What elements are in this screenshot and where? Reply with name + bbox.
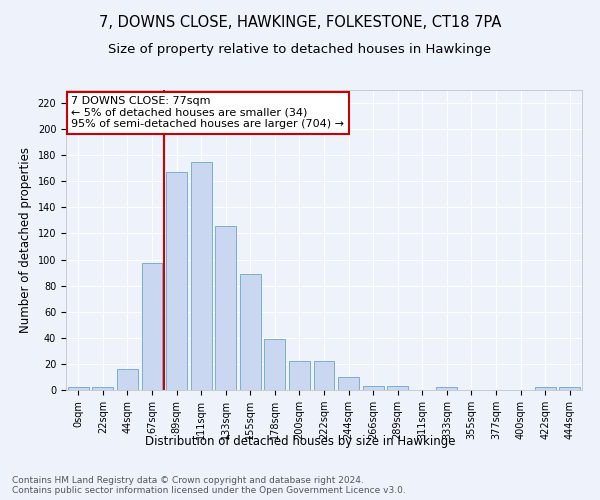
Bar [68,388,89,390]
Bar [142,264,163,390]
Bar [240,274,261,390]
Bar [117,369,138,390]
Bar [338,377,359,390]
Bar [265,339,286,390]
Bar [387,386,408,390]
Text: 7, DOWNS CLOSE, HAWKINGE, FOLKESTONE, CT18 7PA: 7, DOWNS CLOSE, HAWKINGE, FOLKESTONE, CT… [99,15,501,30]
Text: 7 DOWNS CLOSE: 77sqm
← 5% of detached houses are smaller (34)
95% of semi-detach: 7 DOWNS CLOSE: 77sqm ← 5% of detached ho… [71,96,344,129]
Bar [166,172,187,390]
Bar [535,388,556,390]
Bar [314,362,334,390]
Bar [436,388,457,390]
Bar [215,226,236,390]
Y-axis label: Number of detached properties: Number of detached properties [19,147,32,333]
Bar [92,388,113,390]
Bar [559,388,580,390]
Text: Size of property relative to detached houses in Hawkinge: Size of property relative to detached ho… [109,42,491,56]
Text: Distribution of detached houses by size in Hawkinge: Distribution of detached houses by size … [145,435,455,448]
Text: Contains HM Land Registry data © Crown copyright and database right 2024.
Contai: Contains HM Land Registry data © Crown c… [12,476,406,495]
Bar [289,362,310,390]
Bar [191,162,212,390]
Bar [362,386,383,390]
